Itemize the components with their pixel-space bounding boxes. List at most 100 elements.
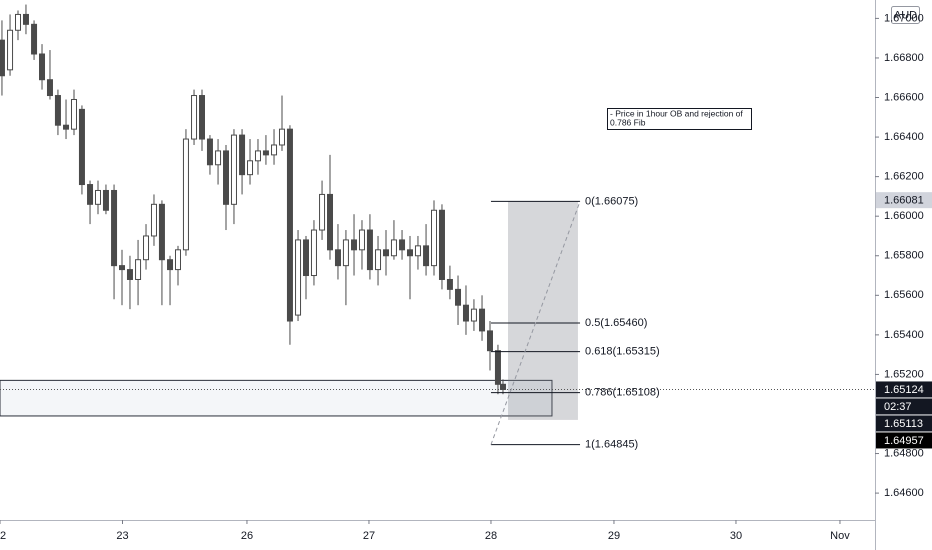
candle-body <box>382 249 389 257</box>
candle-body <box>390 239 397 257</box>
candle-body <box>470 308 477 322</box>
candle-body <box>223 150 230 205</box>
candle-body <box>302 239 309 277</box>
candle-body <box>494 350 501 385</box>
candle-body <box>206 138 213 166</box>
candle-body <box>198 95 205 140</box>
candle-body <box>295 239 302 316</box>
candle-body <box>479 308 486 332</box>
candle-body <box>399 239 406 251</box>
candle-body <box>7 29 14 71</box>
candle-body <box>135 259 142 280</box>
candle-body <box>39 53 46 81</box>
x-tick-label: Nov <box>830 530 850 542</box>
y-tick-label: 1.65600 <box>884 289 924 301</box>
candle-body <box>230 134 237 205</box>
fib-trend-line <box>490 201 581 445</box>
y-tick-label: 1.65200 <box>884 368 924 380</box>
y-tick-label: 1.66400 <box>884 131 924 143</box>
price-badge <box>876 432 932 449</box>
candle-body <box>150 203 157 237</box>
candle-body <box>358 229 365 251</box>
candle-body <box>46 79 53 97</box>
annotation-text: 0.786 Fib <box>610 117 646 127</box>
candle-body <box>278 128 285 146</box>
candle-body <box>271 144 278 156</box>
candle-body <box>0 39 5 77</box>
price-badge <box>876 381 932 398</box>
fib-level-label: 0.5(1.65460) <box>585 317 647 329</box>
candle-body <box>111 189 118 267</box>
candle-body <box>310 229 317 277</box>
candle-body <box>462 304 469 322</box>
candle-body <box>167 259 174 271</box>
fib-level-label: 0(1.66075) <box>585 195 638 207</box>
price-badge-label: 1.65113 <box>884 418 923 430</box>
price-badge-label: 02:37 <box>884 401 912 413</box>
fib-level-label: 0.618(1.65315) <box>585 346 660 358</box>
candle-body <box>423 245 430 267</box>
candle-body <box>486 330 493 352</box>
plot-area <box>0 4 875 446</box>
candle-body <box>54 95 61 126</box>
annotation-box <box>607 108 752 130</box>
fib-level-label: 1(1.64845) <box>585 439 638 451</box>
x-tick-label: 29 <box>608 530 620 542</box>
candle-body <box>327 193 334 251</box>
x-tick-label: 27 <box>363 530 375 542</box>
currency-badge[interactable] <box>891 6 920 24</box>
candle-body <box>119 265 126 271</box>
candle-body <box>286 128 293 322</box>
candle-body <box>334 249 341 267</box>
y-tick-label: 1.64800 <box>884 447 924 459</box>
y-tick-label: 1.66000 <box>884 210 924 222</box>
candle-body <box>94 189 101 205</box>
x-tick-label: 23 <box>116 530 128 542</box>
candle-body <box>438 209 445 280</box>
y-tick-label: 1.65400 <box>884 329 924 341</box>
y-tick-label: 1.67000 <box>884 12 924 24</box>
candle-body <box>31 23 38 55</box>
x-tick-label: 22 <box>0 530 6 542</box>
candle-body <box>254 150 261 162</box>
candle-body <box>342 239 349 267</box>
fib-box <box>507 201 578 420</box>
price-badge <box>876 415 932 432</box>
candle-body <box>455 288 462 306</box>
candle-body <box>431 209 438 267</box>
x-tick-label: 30 <box>730 530 742 542</box>
candle-body <box>22 13 29 25</box>
price-badge-label: 1.66081 <box>884 195 924 207</box>
x-tick-label: 26 <box>241 530 253 542</box>
price-badge <box>876 192 932 209</box>
candle-body <box>182 138 189 251</box>
y-tick-label: 1.66800 <box>884 52 924 64</box>
candle-body <box>70 98 77 130</box>
candle-body <box>15 13 22 31</box>
candle-body <box>351 239 358 251</box>
candle-body <box>406 249 413 257</box>
annotation-text: - Price in 1hour OB and rejection of <box>610 108 743 118</box>
price-badge-label: 1.65124 <box>884 384 924 396</box>
candle-body <box>174 249 181 271</box>
candle-body <box>239 134 246 176</box>
price-badge <box>876 398 932 415</box>
y-tick-label: 1.65800 <box>884 250 924 262</box>
currency-label: AUD <box>894 9 917 21</box>
candle-body <box>375 249 382 271</box>
candle-body <box>215 150 222 166</box>
candle-body <box>78 108 85 186</box>
candle-body <box>247 160 254 176</box>
candle-body <box>499 383 506 390</box>
candle-body <box>126 269 133 280</box>
candle-body <box>158 203 165 261</box>
order-block <box>0 379 553 417</box>
candle-body <box>102 189 109 211</box>
candle-body <box>319 193 326 231</box>
candle-body <box>87 184 94 205</box>
candle-body <box>143 235 150 261</box>
candle-body <box>262 150 269 156</box>
candle-body <box>446 278 453 290</box>
